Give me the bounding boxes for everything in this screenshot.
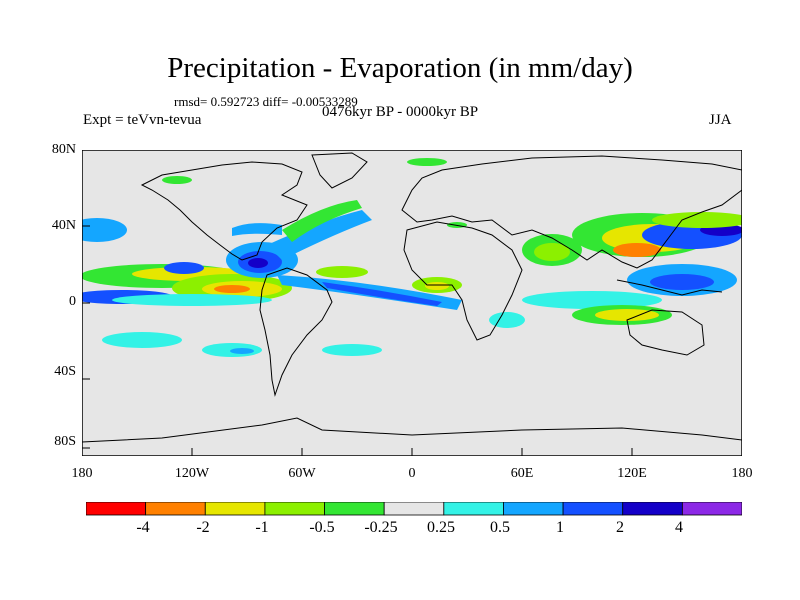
colorbar-swatch <box>86 502 147 516</box>
colorbar-label: 1 <box>556 519 564 536</box>
y-tick-label: 40N <box>51 218 76 233</box>
x-tick-label: 180 <box>731 466 753 481</box>
contour-blob-alaska <box>162 176 192 184</box>
season-label: JJA <box>709 112 732 128</box>
contour-blob-south-pacific-1 <box>102 332 182 348</box>
contour-blob-pacific-south-max <box>214 285 250 293</box>
contour-blob-mexico-coast <box>164 262 204 274</box>
colorbar-label: -1 <box>255 519 269 536</box>
colorbar-label: -2 <box>196 519 210 536</box>
coast-greenland <box>311 152 368 189</box>
plot-title: Precipitation - Evaporation (in mm/day) <box>167 52 633 84</box>
contour-blob-east-asia-max <box>613 243 661 257</box>
precip-evap-map <box>82 150 742 456</box>
contour-blob-south-atlantic <box>322 344 382 356</box>
colorbar-swatch <box>503 502 564 516</box>
colorbar-label: 0.25 <box>427 519 455 536</box>
experiment-label: Expt = teVvn-tevua <box>83 112 202 128</box>
x-tick-label: 60W <box>288 466 316 481</box>
contour-blob-atlantic-green <box>282 200 362 242</box>
coast-north-america <box>140 161 308 261</box>
colorbar-swatch <box>383 502 445 516</box>
coast-antarctica <box>82 417 742 443</box>
axis-ticks <box>82 150 633 456</box>
colorbar-swatch <box>443 502 504 516</box>
stats-line: rmsd= 0.592723 diff= -0.00533289 <box>174 94 358 109</box>
coast-africa <box>403 221 523 341</box>
contour-blob-north-pacific <box>652 212 742 228</box>
contour-blob-gulf-stream <box>232 223 282 236</box>
x-tick-label: 0 <box>408 466 416 481</box>
x-tick-label: 60E <box>510 466 534 481</box>
coastlines <box>82 152 742 443</box>
colorbar-swatch <box>562 502 624 516</box>
y-tick-label: 0 <box>69 294 76 309</box>
contour-blob-arabian-sea-core <box>534 243 570 261</box>
contour-blob-arctic <box>407 158 447 166</box>
x-tick-label: 180 <box>71 466 93 481</box>
colorbar-label: -0.25 <box>364 519 398 536</box>
colorbar-label: 2 <box>616 519 624 536</box>
contour-blob-north-pacific-west <box>82 218 127 242</box>
contour-blob-atlantic-north <box>316 266 368 278</box>
contour-blob-south-africa <box>489 312 525 328</box>
coast-eurasia <box>401 155 742 269</box>
y-tick-label: 80S <box>54 434 76 449</box>
colorbar-label: 0.5 <box>490 519 510 536</box>
contour-blob-atlantic-blue <box>267 210 372 260</box>
x-tick-label: 120W <box>174 466 210 481</box>
period-label: 0476kyr BP - 0000kyr BP <box>322 104 479 120</box>
contour-blob-south-pacific-3 <box>230 348 254 354</box>
colorbar-swatch <box>324 502 385 516</box>
coast-maritime-continent <box>616 279 723 296</box>
colorbar-label: 4 <box>675 519 683 536</box>
contour-blob-west-africa-core <box>425 282 449 290</box>
x-tick-label: 120E <box>617 466 647 481</box>
contour-blob-caribbean-max <box>248 258 268 268</box>
contour-blob-indian-south-core <box>595 309 659 321</box>
coast-south-america <box>259 267 333 397</box>
contour-blob-atlantic-itcz-core <box>322 282 442 306</box>
y-tick-label: 40S <box>54 364 76 379</box>
colorbar-label: -4 <box>136 519 150 536</box>
contour-blob-indian-eq <box>522 291 662 309</box>
coast-australia <box>626 309 705 356</box>
colorbar-swatch <box>681 502 742 516</box>
contour-blob-eq-pacific-east <box>112 294 272 306</box>
colorbar-swatch <box>264 502 325 516</box>
colorbar-swatch <box>204 502 266 516</box>
colorbar-swatch <box>145 502 206 516</box>
contour-blob-maritime-core <box>650 274 714 290</box>
colorbar-swatch <box>622 502 683 516</box>
colorbar <box>86 502 742 516</box>
y-tick-label: 80N <box>51 142 76 157</box>
colorbar-label: -0.5 <box>309 519 335 536</box>
